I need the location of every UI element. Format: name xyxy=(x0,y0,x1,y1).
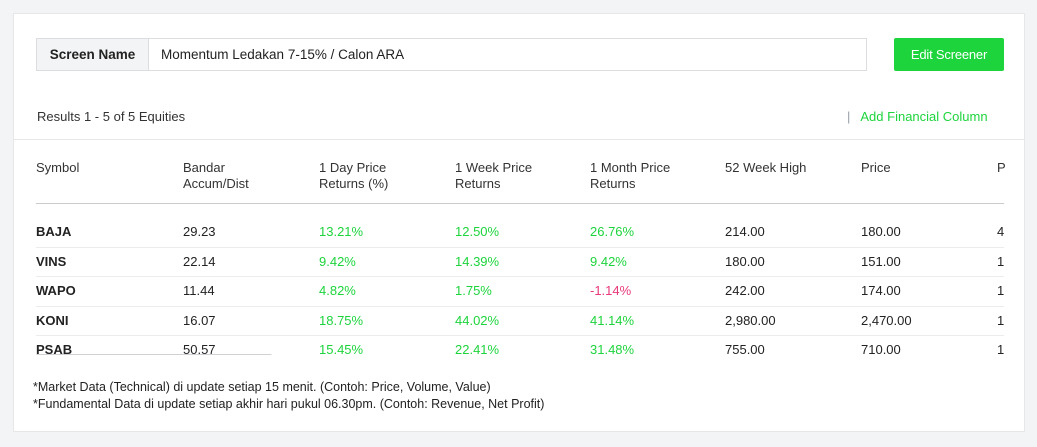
cell-1m-return: 26.76% xyxy=(590,224,635,239)
cell-1w-return: 1.75% xyxy=(455,283,492,298)
column-header-price[interactable]: Price xyxy=(861,160,891,176)
cell-1w-return: 12.50% xyxy=(455,224,500,239)
cell-52w-high: 214.00 xyxy=(725,224,765,239)
cell-bandar: 50.57 xyxy=(183,342,216,355)
cell-1m-return: 31.48% xyxy=(590,342,635,355)
cell-1d-return: 4.82% xyxy=(319,283,356,298)
column-header-label-2: Returns xyxy=(455,176,501,191)
cell-1d-return: 18.75% xyxy=(319,313,364,328)
footnote-fundamental-data: *Fundamental Data di update setiap akhir… xyxy=(33,397,545,411)
results-count: Results 1 - 5 of 5 Equities xyxy=(37,109,186,124)
row-divider xyxy=(36,306,1004,307)
cell-1m-return: 41.14% xyxy=(590,313,635,328)
cell-1d-return: 9.42% xyxy=(319,254,356,269)
cell-1m-return: -1.14% xyxy=(590,283,632,298)
add-financial-column-label: Add Financial Column xyxy=(860,109,988,124)
results-table: Symbol Bandar Accum/Dist 1 Day Price Ret… xyxy=(14,140,1024,355)
cell-symbol[interactable]: BAJA xyxy=(36,224,72,239)
column-header-label: Bandar xyxy=(183,160,225,175)
edit-screener-button[interactable]: Edit Screener xyxy=(894,38,1004,71)
column-header-label: 1 Week Price xyxy=(455,160,533,175)
column-header-label: Symbol xyxy=(36,160,80,175)
column-header-symbol[interactable]: Symbol xyxy=(36,160,79,176)
row-divider xyxy=(36,247,1004,248)
cell-partial: 1 xyxy=(997,283,1005,298)
cell-52w-high: 242.00 xyxy=(725,283,765,298)
cell-symbol[interactable]: WAPO xyxy=(36,283,76,298)
cell-partial: 4 xyxy=(997,224,1005,239)
column-header-1-week-return[interactable]: 1 Week Price Returns xyxy=(455,160,532,192)
cell-1w-return: 44.02% xyxy=(455,313,500,328)
row-divider xyxy=(36,276,1004,277)
column-header-label: 52 Week High xyxy=(725,160,807,175)
screener-card: Screen Name Momentum Ledakan 7-15% / Cal… xyxy=(13,13,1025,432)
cell-1w-return: 22.41% xyxy=(455,342,500,355)
cell-partial: 1 xyxy=(997,254,1005,269)
column-header-label-2: Returns (%) xyxy=(319,176,389,191)
cell-1m-return: 9.42% xyxy=(590,254,627,269)
cell-price: 151.00 xyxy=(861,254,901,269)
cell-1w-return: 14.39% xyxy=(455,254,500,269)
screen-name-field[interactable]: Momentum Ledakan 7-15% / Calon ARA xyxy=(148,38,867,71)
column-header-1-month-return[interactable]: 1 Month Price Returns xyxy=(590,160,670,192)
divider xyxy=(14,139,1024,140)
row-divider xyxy=(36,335,1004,336)
column-header-52-week-high[interactable]: 52 Week High xyxy=(725,160,806,176)
cell-bandar: 16.07 xyxy=(183,313,216,328)
column-header-bandar[interactable]: Bandar Accum/Dist xyxy=(183,160,249,192)
column-header-label: 1 Month Price xyxy=(590,160,671,175)
screen-name-label: Screen Name xyxy=(36,38,149,71)
column-header-1-day-return[interactable]: 1 Day Price Returns (%) xyxy=(319,160,388,192)
column-header-label: P xyxy=(997,160,1006,175)
column-header-label: 1 Day Price xyxy=(319,160,387,175)
cell-52w-high: 755.00 xyxy=(725,342,765,355)
cell-partial: 1 xyxy=(997,313,1005,328)
cell-symbol[interactable]: VINS xyxy=(36,254,67,269)
cell-1d-return: 13.21% xyxy=(319,224,364,239)
add-financial-column-button[interactable]: | Add Financial Column xyxy=(847,109,988,124)
column-header-partial[interactable]: P xyxy=(997,160,1006,176)
cell-symbol[interactable]: PSAB xyxy=(36,342,73,355)
cell-1d-return: 15.45% xyxy=(319,342,364,355)
cell-symbol[interactable]: KONI xyxy=(36,313,69,328)
cell-bandar: 29.23 xyxy=(183,224,216,239)
cell-bandar: 11.44 xyxy=(183,283,215,298)
header-divider xyxy=(36,203,1004,204)
footnotes: *Market Data (Technical) di update setia… xyxy=(33,379,544,413)
horizontal-scrollbar[interactable] xyxy=(36,354,272,355)
cell-52w-high: 180.00 xyxy=(725,254,765,269)
plus-icon: | xyxy=(847,109,851,124)
column-header-label: Price xyxy=(861,160,891,175)
cell-price: 2,470.00 xyxy=(861,313,912,328)
column-header-label-2: Accum/Dist xyxy=(183,176,249,191)
cell-price: 710.00 xyxy=(861,342,901,355)
cell-price: 180.00 xyxy=(861,224,901,239)
cell-bandar: 22.14 xyxy=(183,254,216,269)
cell-partial: 1 xyxy=(997,342,1005,355)
column-header-label-2: Returns xyxy=(590,176,636,191)
cell-price: 174.00 xyxy=(861,283,901,298)
cell-52w-high: 2,980.00 xyxy=(725,313,776,328)
footnote-market-data: *Market Data (Technical) di update setia… xyxy=(33,380,491,394)
